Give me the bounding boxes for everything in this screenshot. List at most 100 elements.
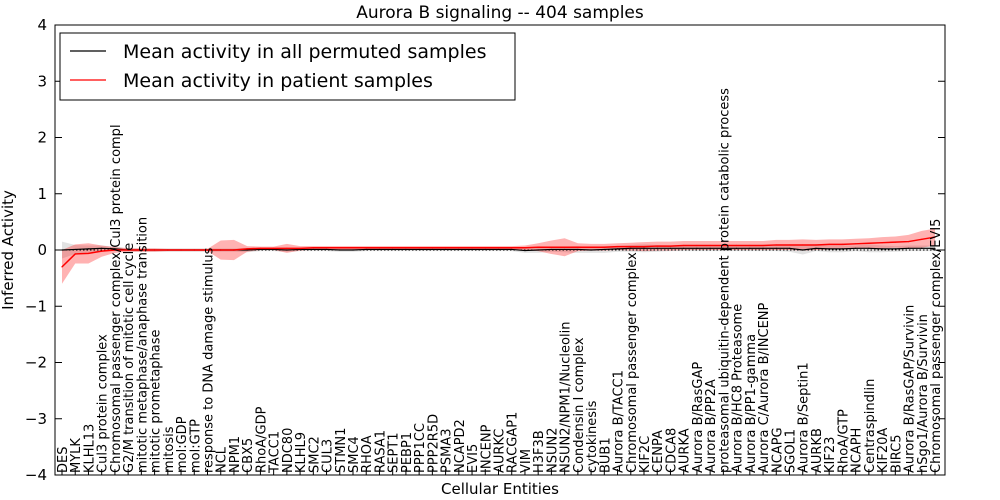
x-axis-label: Cellular Entities <box>441 480 559 498</box>
x-tick-label: STMN1 <box>334 428 349 473</box>
data-point <box>286 249 288 251</box>
data-point <box>299 247 301 249</box>
data-point <box>74 248 76 251</box>
data-point <box>61 266 63 268</box>
data-point <box>762 244 764 247</box>
data-point <box>735 247 738 249</box>
y-tick-label: 2 <box>37 129 47 147</box>
x-tick-label: SGOL1 <box>784 429 799 473</box>
x-tick-label: Aurora C/Aurora B/INCENP <box>757 302 772 473</box>
data-point <box>921 247 923 249</box>
data-point <box>444 247 447 249</box>
x-tick-label: mitosis <box>162 426 177 473</box>
x-tick-label: PPP2R5D <box>426 414 441 473</box>
data-point <box>511 247 513 249</box>
data-point <box>815 247 817 249</box>
data-point <box>444 248 447 251</box>
legend-label-patient: Mean activity in patient samples <box>123 70 433 92</box>
data-point <box>643 247 645 249</box>
data-point <box>458 248 460 251</box>
x-tick-label: Chromosomal passenger complex/Cul3 prote… <box>109 124 124 473</box>
legend-label-permuted: Mean activity in all permuted samples <box>123 41 486 63</box>
data-point <box>590 249 592 251</box>
data-point <box>537 246 539 248</box>
x-tick-label: KLHL13 <box>82 424 97 473</box>
x-tick-label: Centraspindlin <box>863 379 878 473</box>
x-tick-label: NPM1 <box>228 436 243 473</box>
x-tick-label: Aurora B/RasGAP <box>691 362 706 473</box>
data-point <box>894 248 896 250</box>
x-tick-label: EVI5 <box>466 444 481 473</box>
data-point <box>273 248 275 251</box>
data-point <box>365 248 367 251</box>
data-point <box>484 248 486 251</box>
x-tick-label: AURKC <box>493 429 508 473</box>
data-point <box>656 245 658 247</box>
data-point <box>392 248 394 251</box>
x-tick-label: CENPA <box>651 430 666 473</box>
x-tick-label: CBX5 <box>241 438 256 473</box>
x-tick-label: Chromosomal passenger complex/EVI5 <box>929 219 944 473</box>
data-point <box>325 247 328 249</box>
data-point <box>855 247 857 249</box>
x-tick-label: mitotic prometaphase <box>149 329 164 473</box>
data-point <box>775 244 777 246</box>
data-point <box>775 247 777 249</box>
data-point <box>630 247 632 249</box>
x-tick-label: DES <box>56 447 71 473</box>
data-point <box>431 248 433 251</box>
y-tick-label: 4 <box>37 16 47 34</box>
data-point <box>907 240 910 243</box>
data-point <box>153 249 156 251</box>
x-tick-label: SMC4 <box>347 436 362 473</box>
x-tick-label: Chromosomal passenger complex <box>625 252 640 473</box>
data-point <box>841 243 844 245</box>
data-point <box>907 247 910 249</box>
x-tick-label: cytokinesis <box>585 400 600 473</box>
x-tick-label: PEBP1 <box>400 432 415 473</box>
data-point <box>577 248 579 251</box>
x-tick-label: RACGAP1 <box>506 412 521 473</box>
data-point <box>669 245 672 247</box>
data-point <box>405 247 407 249</box>
data-point <box>511 248 513 251</box>
data-point <box>603 248 605 251</box>
x-tick-label: KLHL9 <box>294 432 309 473</box>
data-point <box>378 247 381 249</box>
data-point <box>934 236 936 238</box>
data-point <box>114 249 116 251</box>
data-point <box>828 243 830 245</box>
data-point <box>656 247 658 249</box>
data-point <box>643 246 645 248</box>
x-tick-label: response to DNA damage stimulus <box>202 247 217 473</box>
data-point <box>802 249 804 251</box>
data-point <box>101 247 103 249</box>
x-tick-label: KIF2C <box>638 436 653 473</box>
x-tick-label: NSUN2/NPM1/Nucleolin <box>559 322 574 473</box>
data-point <box>180 249 182 251</box>
data-point <box>497 248 500 251</box>
x-tick-label: Condensin I complex <box>572 337 587 473</box>
data-point <box>921 238 923 240</box>
data-point <box>630 246 632 248</box>
series-band-1 <box>62 228 935 284</box>
x-tick-label: KIF20A <box>876 428 891 473</box>
data-point <box>616 246 619 248</box>
x-tick-label: VIM <box>519 449 534 473</box>
data-point <box>74 253 76 255</box>
data-point <box>167 249 169 251</box>
data-point <box>405 248 407 251</box>
data-point <box>378 248 381 251</box>
data-point <box>299 248 301 251</box>
x-tick-label: NDC80 <box>281 428 296 473</box>
data-point <box>352 249 354 251</box>
data-point <box>537 249 539 251</box>
data-point <box>683 244 685 247</box>
data-point <box>312 247 314 249</box>
data-point <box>273 247 275 249</box>
data-point <box>564 248 566 251</box>
data-point <box>788 247 791 249</box>
x-tick-label: MYLK <box>69 438 84 473</box>
x-tick-label: NCL <box>215 446 230 473</box>
